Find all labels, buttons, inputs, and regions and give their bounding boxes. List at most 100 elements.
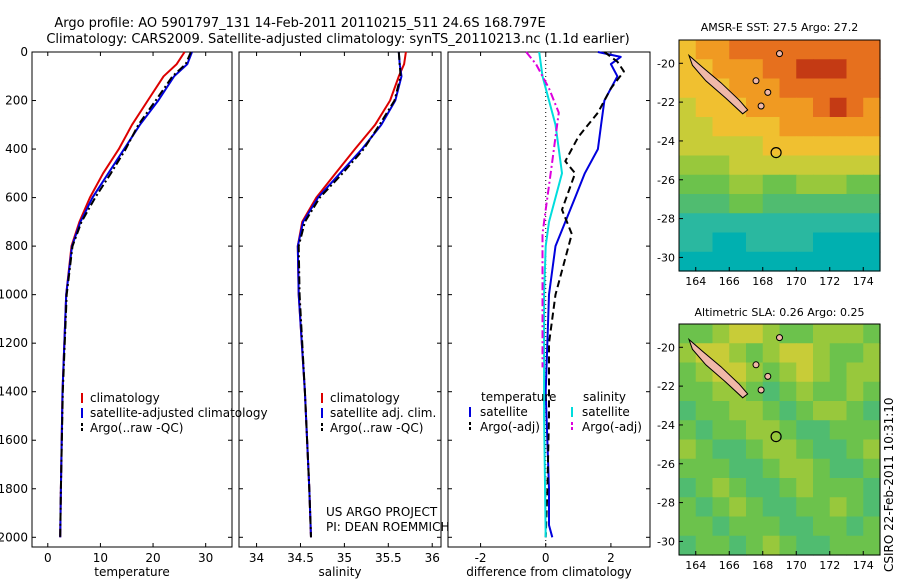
amsr-sst-cell	[829, 78, 848, 99]
salinity-xtick-label: 34	[249, 551, 264, 565]
amsr-sst-cell	[796, 194, 814, 214]
depth-tick-label: 800	[5, 239, 28, 253]
amsr-sst-cell	[712, 136, 730, 157]
legend-label: Argo(..raw -QC)	[330, 421, 423, 435]
amsr-sst-ytick-label: -24	[657, 135, 675, 148]
altimetric-sla-cell	[695, 535, 714, 556]
altimetric-sla-cell	[863, 401, 881, 421]
amsr-sst-cell	[712, 155, 730, 176]
altimetric-sla-cell	[796, 362, 814, 383]
amsr-sst-cell	[779, 213, 797, 234]
amsr-sst-cell	[695, 232, 714, 253]
salinity-xtick-label: 35	[337, 551, 352, 565]
amsr-sst-cell	[863, 136, 881, 157]
altimetric-sla-cell	[729, 535, 747, 556]
altimetric-sla-cell	[779, 381, 797, 402]
amsr-sst-xtick-label: 174	[853, 275, 874, 288]
altimetric-sla-cell	[729, 343, 747, 364]
amsr-sst-cell	[679, 97, 697, 118]
salinity-series-line	[296, 51, 403, 538]
altimetric-sla-cell	[829, 381, 848, 402]
amsr-sst-cell	[829, 40, 848, 60]
altimetric-sla-cell	[746, 439, 764, 460]
altimetric-sla-cell	[846, 401, 864, 421]
amsr-sst-cell	[863, 213, 881, 234]
amsr-sst-cell	[729, 40, 747, 60]
new-caledonia-landmass	[687, 337, 749, 399]
amsr-sst-cell	[846, 251, 864, 272]
altimetric-sla-cell	[729, 420, 747, 441]
amsr-sst-cell	[779, 232, 797, 253]
altimetric-sla-cell	[846, 381, 864, 402]
depth-tick-label: 400	[5, 142, 28, 156]
altimetric-sla-cell	[695, 516, 714, 537]
legend-label: Argo(-adj)	[582, 420, 642, 434]
altimetric-sla-cell	[679, 420, 697, 441]
altimetric-sla-cell	[863, 324, 881, 344]
amsr-sst-cell	[863, 174, 881, 195]
amsr-sst-cell	[729, 194, 747, 214]
altimetric-sla-cell	[679, 516, 697, 537]
altimetric-sla-cell	[695, 381, 714, 402]
amsr-sst-cell	[813, 117, 831, 137]
altimetric-sla-cell	[829, 439, 848, 460]
amsr-sst-cell	[679, 232, 697, 253]
altimetric-sla-cell	[846, 439, 864, 460]
altimetric-sla-cell	[729, 458, 747, 479]
temperature-xtick-label: 10	[93, 551, 108, 565]
amsr-sst-cell	[829, 136, 848, 157]
altimetric-sla-cell	[779, 478, 797, 498]
amsr-sst-cell	[813, 97, 831, 118]
altimetric-sla-cell	[679, 535, 697, 556]
depth-tick-label: 0	[20, 45, 28, 59]
altimetric-sla-cell	[712, 458, 730, 479]
amsr-sst-cell	[779, 117, 797, 137]
altimetric-sla-cell	[813, 324, 831, 344]
altimetric-sla-cell	[762, 343, 781, 364]
altimetric-sla-cell	[746, 516, 764, 537]
amsr-sst-cell	[846, 97, 864, 118]
altimetric-sla-cell	[695, 478, 714, 498]
amsr-sst-cell	[679, 174, 697, 195]
amsr-sst-cell	[796, 136, 814, 157]
altimetric-sla-cell	[796, 420, 814, 441]
amsr-sst-cell	[846, 78, 864, 99]
altimetric-sla-cell	[695, 458, 714, 479]
amsr-sst-cell	[679, 117, 697, 137]
amsr-sst-cell	[829, 174, 848, 195]
altimetric-sla-cell	[679, 401, 697, 421]
amsr-sst-cell	[729, 213, 747, 234]
altimetric-sla-cell	[695, 439, 714, 460]
legend-label: Argo(..raw -QC)	[90, 421, 183, 435]
amsr-sst-cell	[679, 78, 697, 99]
amsr-sst-cell	[796, 117, 814, 137]
altimetric-sla-cell	[796, 535, 814, 556]
amsr-sst-cell	[779, 97, 797, 118]
amsr-sst-cell	[796, 78, 814, 99]
amsr-sst-cell	[762, 136, 781, 157]
amsr-sst-cell	[746, 174, 764, 195]
altimetric-sla-cell	[846, 343, 864, 364]
amsr-sst-cell	[679, 194, 697, 214]
altimetric-sla-cell	[762, 362, 781, 383]
amsr-sst-cell	[762, 194, 781, 214]
amsr-sst-cell	[746, 59, 764, 80]
amsr-sst-cell	[746, 78, 764, 99]
amsr-sst-cell	[695, 174, 714, 195]
amsr-sst-cell	[796, 232, 814, 253]
depth-tick-label: 1800	[0, 482, 28, 496]
amsr-sst-cell	[796, 174, 814, 195]
altimetric-sla-cell	[746, 362, 764, 383]
amsr-sst-cell	[746, 213, 764, 234]
amsr-sst-cell	[863, 97, 881, 118]
depth-tick-label: 1000	[0, 288, 28, 302]
altimetric-sla-cell	[846, 535, 864, 556]
legend-label: climatology	[330, 391, 400, 405]
amsr-sst-cell	[762, 59, 781, 80]
amsr-sst-cell	[695, 155, 714, 176]
temperature-xtick-label: 0	[44, 551, 52, 565]
amsr-sst-cell	[863, 40, 881, 60]
altimetric-sla-cell	[712, 478, 730, 498]
argo-float-marker	[770, 431, 782, 443]
altimetric-sla-cell	[762, 381, 781, 402]
